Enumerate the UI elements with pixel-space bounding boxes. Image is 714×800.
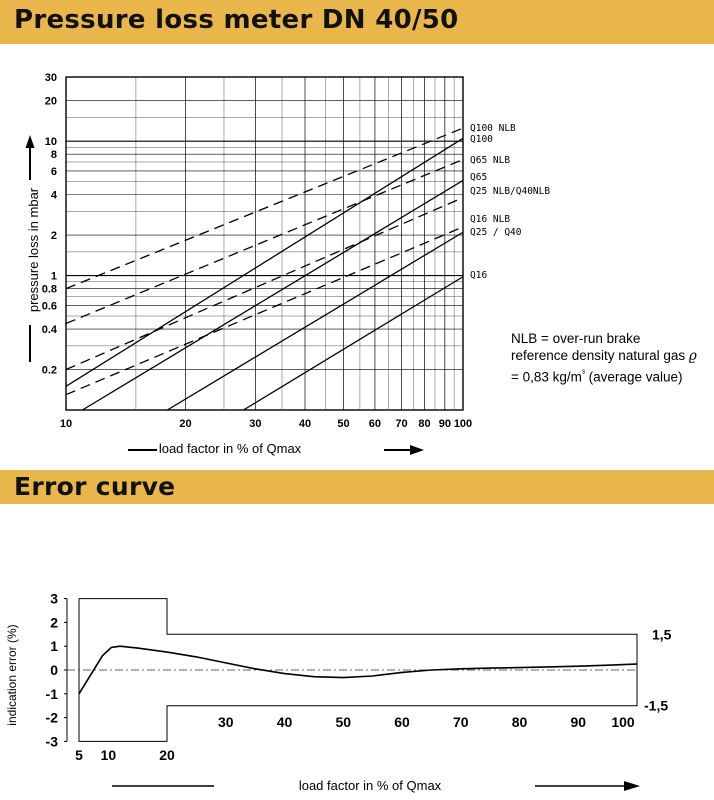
pressure-series-label-0: Q100 NLB <box>470 123 516 134</box>
error-x-tick-high-4: 70 <box>453 714 469 730</box>
pressure-series-line-4 <box>65 197 464 371</box>
note-line-2: reference density natural gas ϱ <box>511 347 697 365</box>
pressure-y-tick-10: 20 <box>45 96 57 108</box>
pressure-loss-banner: Pressure loss meter DN 40/50 <box>0 0 714 44</box>
error-y-tick-4: -1 <box>46 686 59 702</box>
error-x-tick-high-2: 50 <box>335 714 351 730</box>
pressure-y-tick-6: 4 <box>51 190 58 202</box>
error-x-tick-low-0: 5 <box>75 747 83 763</box>
pressure-x-tick-2: 30 <box>249 418 261 430</box>
pressure-x-tick-8: 90 <box>439 418 451 430</box>
pressure-x-tick-5: 60 <box>369 418 381 430</box>
error-x-tick-high-1: 40 <box>277 714 293 730</box>
error-x-tick-high-3: 60 <box>394 714 410 730</box>
pressure-series-label-6: Q25 / Q40 <box>470 227 522 238</box>
note-superscript: ³ <box>581 368 585 378</box>
pressure-y-tick-5: 2 <box>51 230 57 242</box>
error-y-axis-label: indication error (%) <box>5 624 19 725</box>
error-x-tick-low-2: 20 <box>159 747 175 763</box>
pressure-loss-title: Pressure loss meter DN 40/50 <box>14 5 459 35</box>
pressure-x-tick-3: 40 <box>299 418 311 430</box>
pressure-series-line-5 <box>65 226 464 396</box>
pressure-y-tick-7: 6 <box>51 166 57 178</box>
pressure-x-tick-9: 100 <box>454 418 472 430</box>
error-y-tick-0: 3 <box>50 591 58 607</box>
error-y-tick-6: -3 <box>46 733 59 749</box>
error-x-tick-high-0: 30 <box>218 714 234 730</box>
error-x-tick-low-1: 10 <box>101 747 117 763</box>
note-line-1: NLB = over-run brake <box>511 331 641 346</box>
pressure-y-tick-11: 30 <box>45 72 57 84</box>
pressure-series-line-2 <box>65 158 464 325</box>
error-curve-title: Error curve <box>14 472 176 501</box>
pressure-y-tick-8: 8 <box>51 149 57 161</box>
error-curve-line <box>78 645 638 695</box>
pressure-series-line-0 <box>65 127 464 290</box>
note-line-3-text: = 0,83 kg/m <box>511 369 582 385</box>
pressure-series-line-3 <box>82 179 464 411</box>
pressure-series-line-1 <box>65 137 464 387</box>
pressure-series-line-7 <box>243 276 464 411</box>
pressure-y-tick-0: 0.2 <box>42 365 57 377</box>
pressure-series-label-7: Q16 <box>470 270 487 281</box>
pressure-y-tick-4: 1 <box>51 271 57 283</box>
error-y-tick-1: 2 <box>50 614 58 630</box>
error-right-label-lower: -1,5 <box>644 698 668 714</box>
error-y-tick-5: -2 <box>46 710 59 726</box>
pressure-series-label-4: Q25 NLB/Q40NLB <box>470 186 550 197</box>
note-line-2-text: reference density natural gas <box>511 348 689 363</box>
pressure-series-line-6 <box>167 231 464 411</box>
error-x-arrow-head <box>624 781 640 791</box>
pressure-y-tick-3: 0.8 <box>42 284 57 296</box>
pressure-loss-note: NLB = over-run brake reference density n… <box>511 330 697 386</box>
pressure-y-axis-label: pressure loss in mbar <box>26 187 41 312</box>
pressure-x-tick-4: 50 <box>337 418 349 430</box>
pressure-x-axis-label: load factor in % of Qmax <box>159 441 302 456</box>
error-y-tick-3: 0 <box>50 662 58 678</box>
pressure-x-arrow-head <box>410 445 424 455</box>
pressure-series-label-1: Q100 <box>470 134 493 145</box>
pressure-series-label-2: Q65 NLB <box>470 155 510 166</box>
pressure-series-label-5: Q16 NLB <box>470 214 510 225</box>
pressure-series-label-3: Q65 <box>470 172 487 183</box>
pressure-x-tick-7: 80 <box>418 418 430 430</box>
pressure-y-tick-9: 10 <box>45 136 57 148</box>
error-x-tick-high-7: 100 <box>611 714 635 730</box>
pressure-x-tick-6: 70 <box>395 418 407 430</box>
rho-symbol: ϱ <box>688 348 697 364</box>
pressure-y-tick-1: 0.4 <box>42 324 58 336</box>
error-x-tick-high-5: 80 <box>512 714 528 730</box>
note-line-3: = 0,83 kg/m³ (average value) <box>511 365 697 386</box>
error-x-tick-high-6: 90 <box>570 714 586 730</box>
error-x-axis-label: load factor in % of Qmax <box>299 778 442 793</box>
pressure-x-tick-0: 10 <box>60 418 72 430</box>
error-y-tick-2: 1 <box>50 638 58 654</box>
error-curve-banner: Error curve <box>0 470 714 504</box>
pressure-y-tick-2: 0.6 <box>42 300 57 312</box>
error-tolerance-envelope <box>78 598 638 742</box>
pressure-x-tick-1: 20 <box>179 418 191 430</box>
pressure-y-arrow-head <box>25 135 35 148</box>
error-right-label-upper: 1,5 <box>652 626 672 642</box>
pressure-plot-frame <box>65 76 464 411</box>
note-line-3-tail: (average value) <box>584 369 683 385</box>
